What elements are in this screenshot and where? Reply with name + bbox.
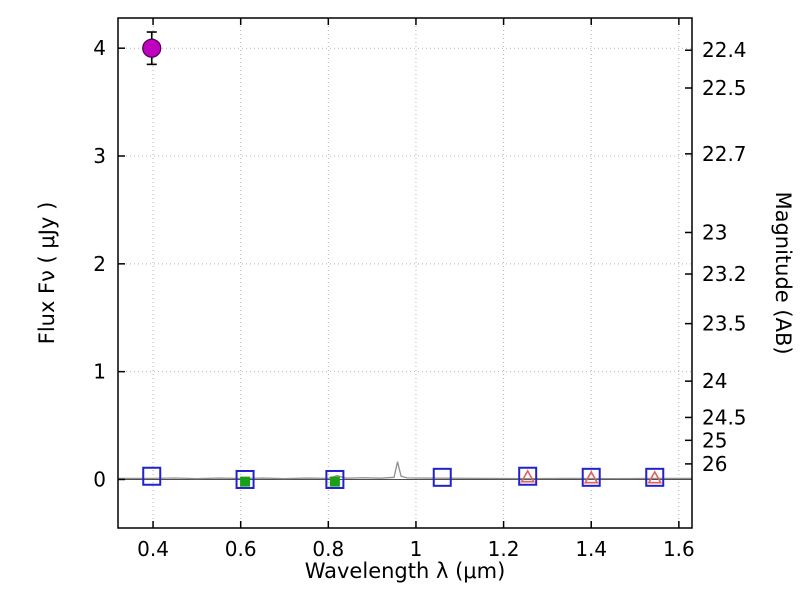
model-photometry-green-squares-marker xyxy=(329,476,340,487)
broadband-photometry-squares-marker xyxy=(518,466,538,486)
detection-circle-marker xyxy=(142,38,162,58)
y-tick-label-right: 24 xyxy=(702,369,727,393)
broadband-photometry-squares-marker xyxy=(235,469,255,489)
y-tick-label-left: 2 xyxy=(93,252,106,276)
y-tick-label-right: 23 xyxy=(702,220,727,244)
x-tick-label: 0.4 xyxy=(137,537,169,561)
data-layer xyxy=(118,31,692,489)
model-photometry-red-triangles-marker xyxy=(583,470,599,484)
y-axis-label-right: Magnitude (AB) xyxy=(771,191,795,354)
broadband-photometry-squares-marker xyxy=(142,466,162,486)
observed-spectrum xyxy=(118,461,692,480)
broadband-photometry-squares-marker xyxy=(581,467,601,487)
x-tick-label: 1.4 xyxy=(575,537,607,561)
x-tick-label: 1 xyxy=(410,537,423,561)
y-tick-label-left: 4 xyxy=(93,36,106,60)
y-tick-label-right: 22.5 xyxy=(702,76,747,100)
x-tick-label: 0.8 xyxy=(312,537,344,561)
y-tick-label-right: 25 xyxy=(702,428,727,452)
x-axis-label: Wavelength λ (μm) xyxy=(305,559,506,583)
y-tick-label-right: 23.5 xyxy=(702,312,747,336)
y-tick-label-right: 22.4 xyxy=(702,38,747,62)
broadband-photometry-squares-marker xyxy=(645,467,665,487)
y-tick-label-right: 23.2 xyxy=(702,262,747,286)
broadband-photometry-squares-marker xyxy=(432,467,452,487)
model-photometry-red-triangles-marker xyxy=(647,470,663,484)
broadband-photometry-squares-marker xyxy=(325,469,345,489)
axes-frame xyxy=(117,17,693,529)
grid-layer xyxy=(118,18,692,528)
x-tick-label: 1.2 xyxy=(488,537,520,561)
y-tick-label-right: 22.7 xyxy=(702,142,747,166)
y-tick-label-left: 3 xyxy=(93,144,106,168)
x-tick-label: 0.6 xyxy=(225,537,257,561)
axes-layer xyxy=(117,17,693,529)
y-axis-label-left: Flux Fν ( μJy ) xyxy=(35,202,59,345)
x-tick-label: 1.6 xyxy=(663,537,695,561)
y-tick-label-left: 0 xyxy=(93,467,106,491)
y-tick-label-left: 1 xyxy=(93,360,106,384)
y-tick-label-right: 24.5 xyxy=(702,405,747,429)
model-photometry-green-squares-marker xyxy=(240,476,251,487)
y-tick-label-right: 26 xyxy=(702,452,727,476)
model-photometry-red-triangles-marker xyxy=(520,469,536,483)
